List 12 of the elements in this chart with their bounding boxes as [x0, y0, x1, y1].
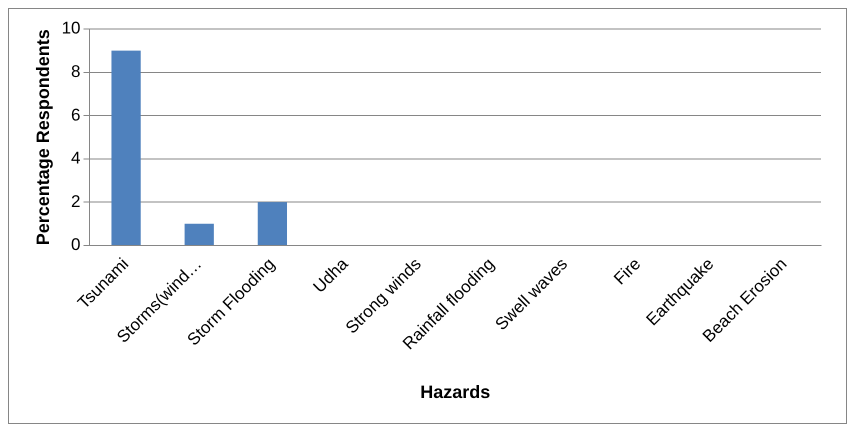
bar [258, 202, 288, 245]
x-axis-title: Hazards [420, 382, 490, 402]
y-tick-label: 4 [71, 148, 81, 168]
y-tick-label: 6 [71, 105, 81, 124]
bar [184, 224, 214, 245]
y-tick-label: 10 [62, 18, 81, 38]
y-tick-label: 0 [71, 235, 81, 254]
x-tick-label: Fire [610, 254, 644, 288]
y-axis-title: Percentage Respondents [32, 29, 53, 246]
y-tick-label: 2 [71, 192, 81, 211]
bar [111, 50, 141, 245]
y-tick-label: 8 [71, 62, 81, 81]
